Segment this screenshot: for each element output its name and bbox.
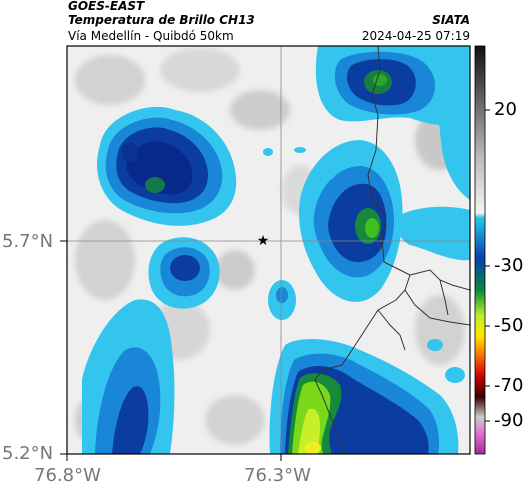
cloud-cluster-lower-left (82, 299, 175, 454)
lon-label-76-3: 76.3°W (244, 465, 311, 486)
map-subtitle: Vía Medellín - Quibdó 50km (68, 29, 234, 43)
map-title: Temperatura de Brillo CH13 (68, 13, 255, 27)
border-lines (314, 46, 470, 454)
map-frame (66, 45, 471, 455)
cloud-cluster-bottom (269, 338, 459, 454)
cloud-cluster-upper-left (97, 106, 237, 226)
colorbar-label-minus-30: -30 (494, 255, 524, 276)
colorbar-label-minus-70: -70 (494, 375, 524, 396)
datetime-label: 2024-04-25 07:19 (361, 29, 470, 43)
lat-label-5-7: 5.7°N (2, 231, 54, 252)
lon-label-76-8: 76.8°W (34, 465, 101, 486)
colorbar-label-minus-50: -50 (494, 315, 524, 336)
satellite-label: GOES-EAST (68, 0, 145, 13)
star-marker-icon: ★ (257, 233, 270, 249)
organization-label: SIATA (432, 13, 470, 27)
colorbar-ticks (485, 109, 490, 422)
cloud-cluster-mid-left (148, 237, 220, 309)
cloud-cluster-top-right (315, 46, 470, 126)
lat-label-5-2: 5.2°N (2, 443, 54, 464)
colorbar-label-20: 20 (494, 99, 517, 120)
colorbar-label-minus-90: -90 (494, 410, 524, 431)
axis-ticks (60, 240, 282, 461)
colorbar (474, 45, 486, 455)
imagery-layer (67, 46, 470, 454)
